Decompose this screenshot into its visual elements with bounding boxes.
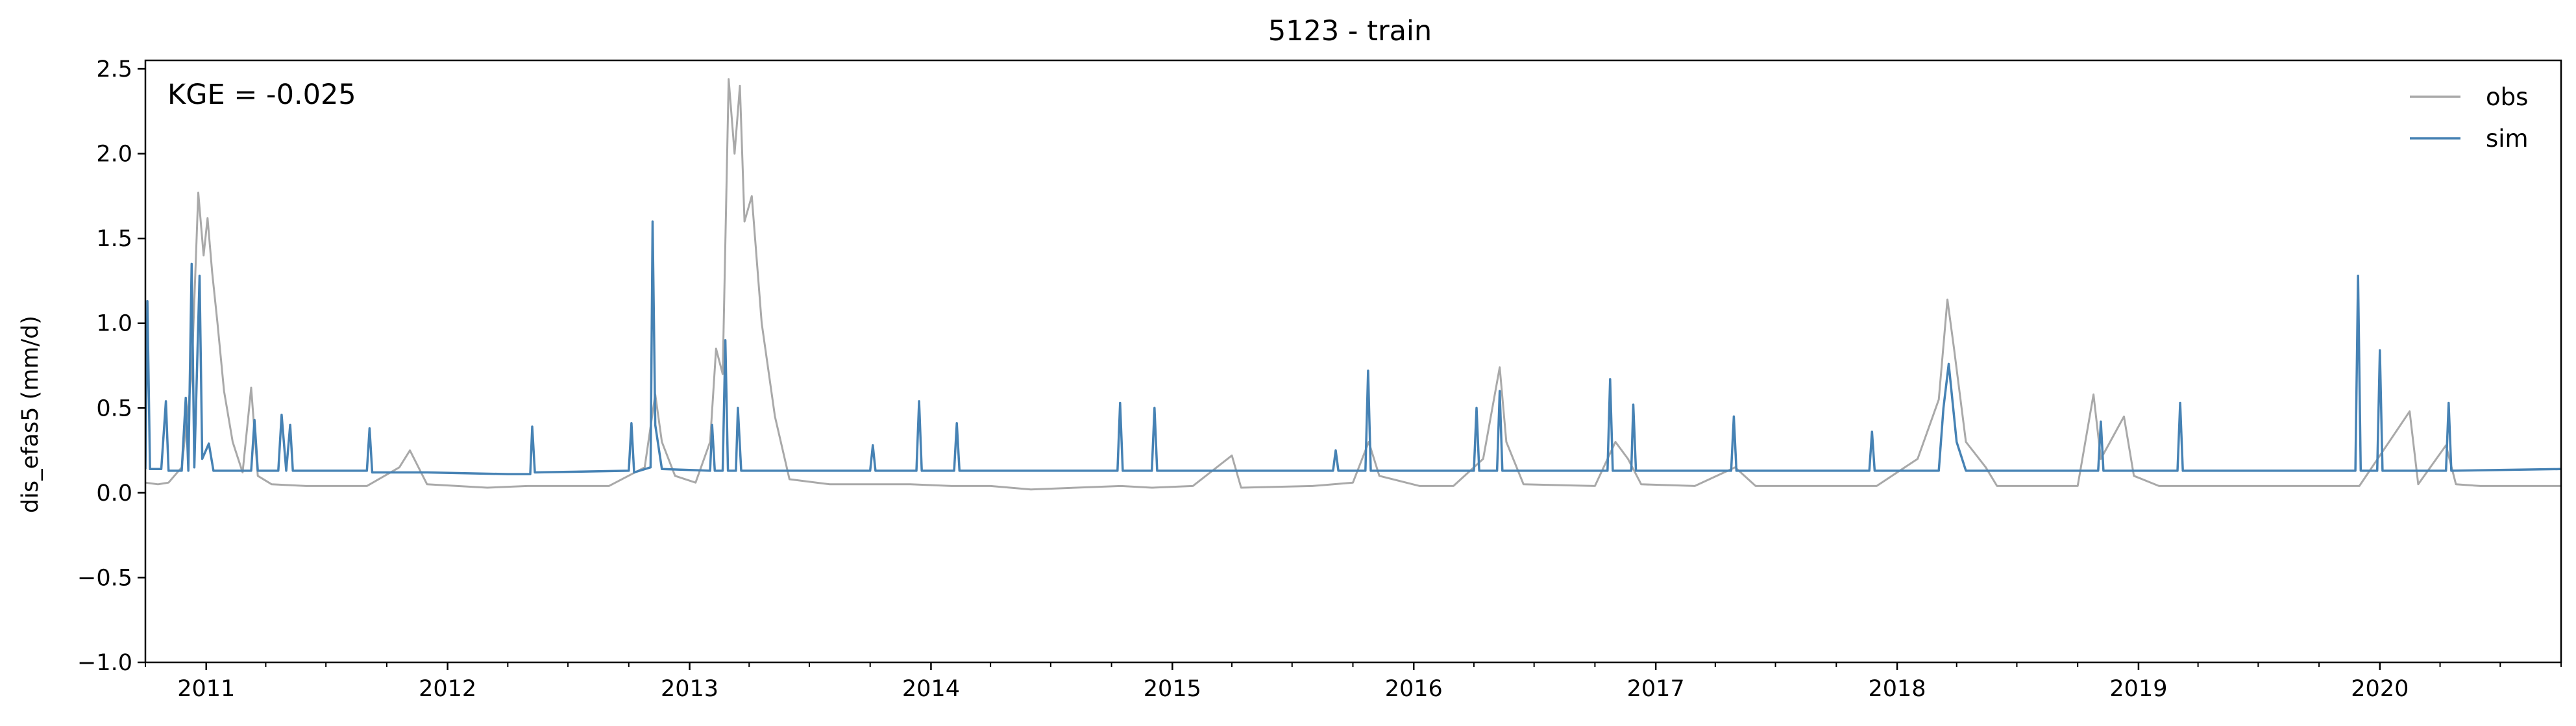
- x-tick-label: 2018: [1868, 676, 1926, 702]
- y-axis: −1.0 −0.5 0.0 0.5 1.0 1.5 2.0 2.5: [77, 56, 145, 676]
- legend: obs sim: [2410, 83, 2529, 153]
- x-tick-label: 2013: [661, 676, 718, 702]
- x-tick-label: 2019: [2109, 676, 2167, 702]
- x-tick-label: 2012: [419, 676, 476, 702]
- x-tick-label: 2016: [1385, 676, 1443, 702]
- y-tick-label: 0.5: [96, 395, 132, 421]
- x-tick-label: 2017: [1627, 676, 1685, 702]
- legend-label-sim: sim: [2486, 125, 2529, 153]
- legend-label-obs: obs: [2486, 83, 2528, 111]
- y-tick-label: 1.0: [96, 311, 132, 337]
- series-line-obs: [145, 78, 2561, 491]
- x-tick-label: 2011: [177, 676, 235, 702]
- chart-title: 5123 - train: [1268, 15, 1432, 47]
- y-tick-label: 0.0: [96, 481, 132, 507]
- x-axis: 2011 2012 2013 2014 2015 2016 2017 2018 2019 2020: [145, 662, 2562, 702]
- x-tick-label: 2020: [2351, 676, 2409, 702]
- kge-annotation: KGE = -0.025: [167, 79, 356, 111]
- x-tick-label: 2014: [902, 676, 960, 702]
- plot-frame: [144, 59, 2562, 664]
- y-tick-label: 2.0: [96, 142, 132, 168]
- x-tick-label: 2015: [1144, 676, 1201, 702]
- y-axis-label: dis_efas5 (mm/d): [18, 316, 43, 513]
- series-line-sim: [145, 220, 2561, 475]
- y-tick-label: −0.5: [77, 565, 132, 591]
- y-tick-label: 2.5: [96, 56, 132, 82]
- y-tick-label: 1.5: [96, 226, 132, 252]
- y-tick-label: −1.0: [77, 650, 132, 676]
